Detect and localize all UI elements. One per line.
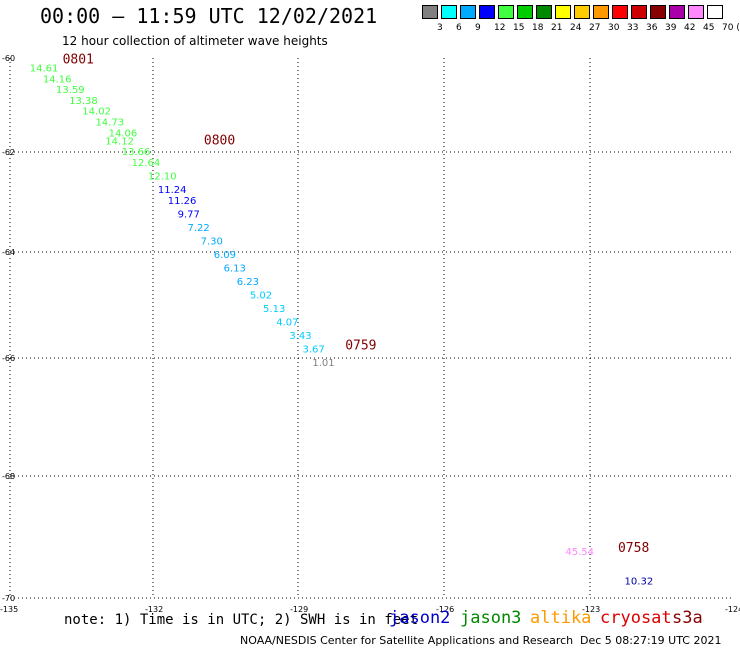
- scale-tick-label: 6: [456, 23, 462, 33]
- y-tick-label: -70: [2, 594, 15, 603]
- footer-note: note: 1) Time is in UTC; 2) SWH is in fe…: [64, 612, 419, 628]
- wave-height-point: 14.06: [109, 128, 138, 139]
- scale-tick-label: 9: [475, 23, 481, 33]
- y-tick-label: -68: [2, 472, 15, 481]
- wave-height-point: 11.26: [168, 196, 197, 207]
- scale-swatch: [460, 5, 476, 19]
- satellite-cryosat: cryosat: [600, 608, 672, 628]
- satellite-jason2: jason2: [389, 608, 451, 628]
- scale-tick-label: 12: [494, 23, 506, 33]
- scale-tick-label: 36: [646, 23, 658, 33]
- wave-height-point: 3.43: [289, 331, 311, 342]
- scale-swatch: [612, 5, 628, 19]
- pass-time-label: 0800: [204, 133, 235, 148]
- scale-tick-label: 15: [513, 23, 525, 33]
- scale-swatch: [688, 5, 704, 19]
- x-tick-label: -123: [582, 605, 600, 614]
- wave-height-point: 3.67: [302, 344, 324, 355]
- scale-swatch: [517, 5, 533, 19]
- wave-height-point: 6.23: [237, 277, 259, 288]
- wave-height-point: 13.38: [69, 96, 98, 107]
- wave-height-point: 12.64: [132, 158, 161, 169]
- wave-height-point: 7.30: [201, 236, 223, 247]
- y-tick-label: -60: [2, 54, 15, 63]
- scale-tick-label: 30: [608, 23, 620, 33]
- wave-height-point: 6.13: [224, 263, 246, 274]
- x-tick-label: -124: [725, 605, 740, 614]
- wave-height-point: 5.13: [263, 304, 285, 315]
- wave-height-point: 5.02: [250, 290, 272, 301]
- wave-height-point: 4.07: [276, 317, 298, 328]
- wave-height-point: 10.32: [625, 577, 654, 588]
- scale-swatch: [707, 5, 723, 19]
- scale-swatch: [631, 5, 647, 19]
- x-tick-label: -135: [0, 605, 18, 614]
- wave-height-point: 6.09: [214, 250, 236, 261]
- wave-height-point: 14.02: [82, 107, 111, 118]
- scale-swatch: [498, 5, 514, 19]
- page-subtitle: 12 hour collection of altimeter wave hei…: [62, 34, 328, 48]
- wave-height-point: 11.24: [158, 185, 187, 196]
- wave-height-point: 14.61: [30, 64, 59, 75]
- y-tick-label: -62: [2, 148, 15, 157]
- scale-swatch: [479, 5, 495, 19]
- scale-tick-label: 24: [570, 23, 582, 33]
- page-title: 00:00 – 11:59 UTC 12/02/2021: [40, 4, 378, 28]
- scale-swatch: [441, 5, 457, 19]
- satellite-altika: altika: [530, 608, 592, 628]
- wave-height-point: 1.01: [312, 358, 334, 369]
- wave-height-point: 12.10: [148, 172, 177, 183]
- pass-time-label: 0759: [345, 339, 376, 354]
- satellite-s3a: s3a: [672, 608, 703, 628]
- scale-swatch: [669, 5, 685, 19]
- scale-swatch: [555, 5, 571, 19]
- scale-tick-label: 18: [532, 23, 544, 33]
- credit-line: NOAA/NESDIS Center for Satellite Applica…: [240, 634, 574, 647]
- y-tick-label: -66: [2, 354, 15, 363]
- wave-height-point: 14.16: [43, 74, 72, 85]
- scale-tick-label: 45: [703, 23, 715, 33]
- scale-tick-label: 27: [589, 23, 601, 33]
- scale-tick-label: 42: [684, 23, 696, 33]
- scale-swatch: [536, 5, 552, 19]
- wave-height-point: 13.59: [56, 85, 85, 96]
- scale-swatch: [422, 5, 438, 19]
- y-tick-label: -64: [2, 248, 15, 257]
- wave-height-point: 13.66: [122, 147, 151, 158]
- x-tick-label: -129: [290, 605, 308, 614]
- scale-swatch: [574, 5, 590, 19]
- wave-height-point: 7.22: [187, 223, 209, 234]
- scale-tick-label: 21: [551, 23, 563, 33]
- wave-height-point: 14.12: [105, 136, 134, 147]
- x-tick-label: -132: [145, 605, 163, 614]
- wave-height-point: 9.77: [178, 209, 200, 220]
- scale-tick-label: 33: [627, 23, 639, 33]
- scale-tick-label: 39: [665, 23, 677, 33]
- pass-time-label: 0758: [618, 541, 649, 556]
- wave-height-point: 45.54: [565, 547, 594, 558]
- generation-timestamp: Dec 5 08:27:19 UTC 2021: [580, 634, 722, 647]
- satellite-jason3: jason3: [460, 608, 522, 628]
- pass-time-label: 0801: [63, 52, 94, 67]
- scale-tick-label: 3: [437, 23, 443, 33]
- wave-height-point: 14.73: [95, 118, 124, 129]
- x-tick-label: -126: [436, 605, 454, 614]
- scale-tick-label: 70 (ft): [722, 23, 740, 33]
- scale-swatch: [650, 5, 666, 19]
- scale-swatch: [593, 5, 609, 19]
